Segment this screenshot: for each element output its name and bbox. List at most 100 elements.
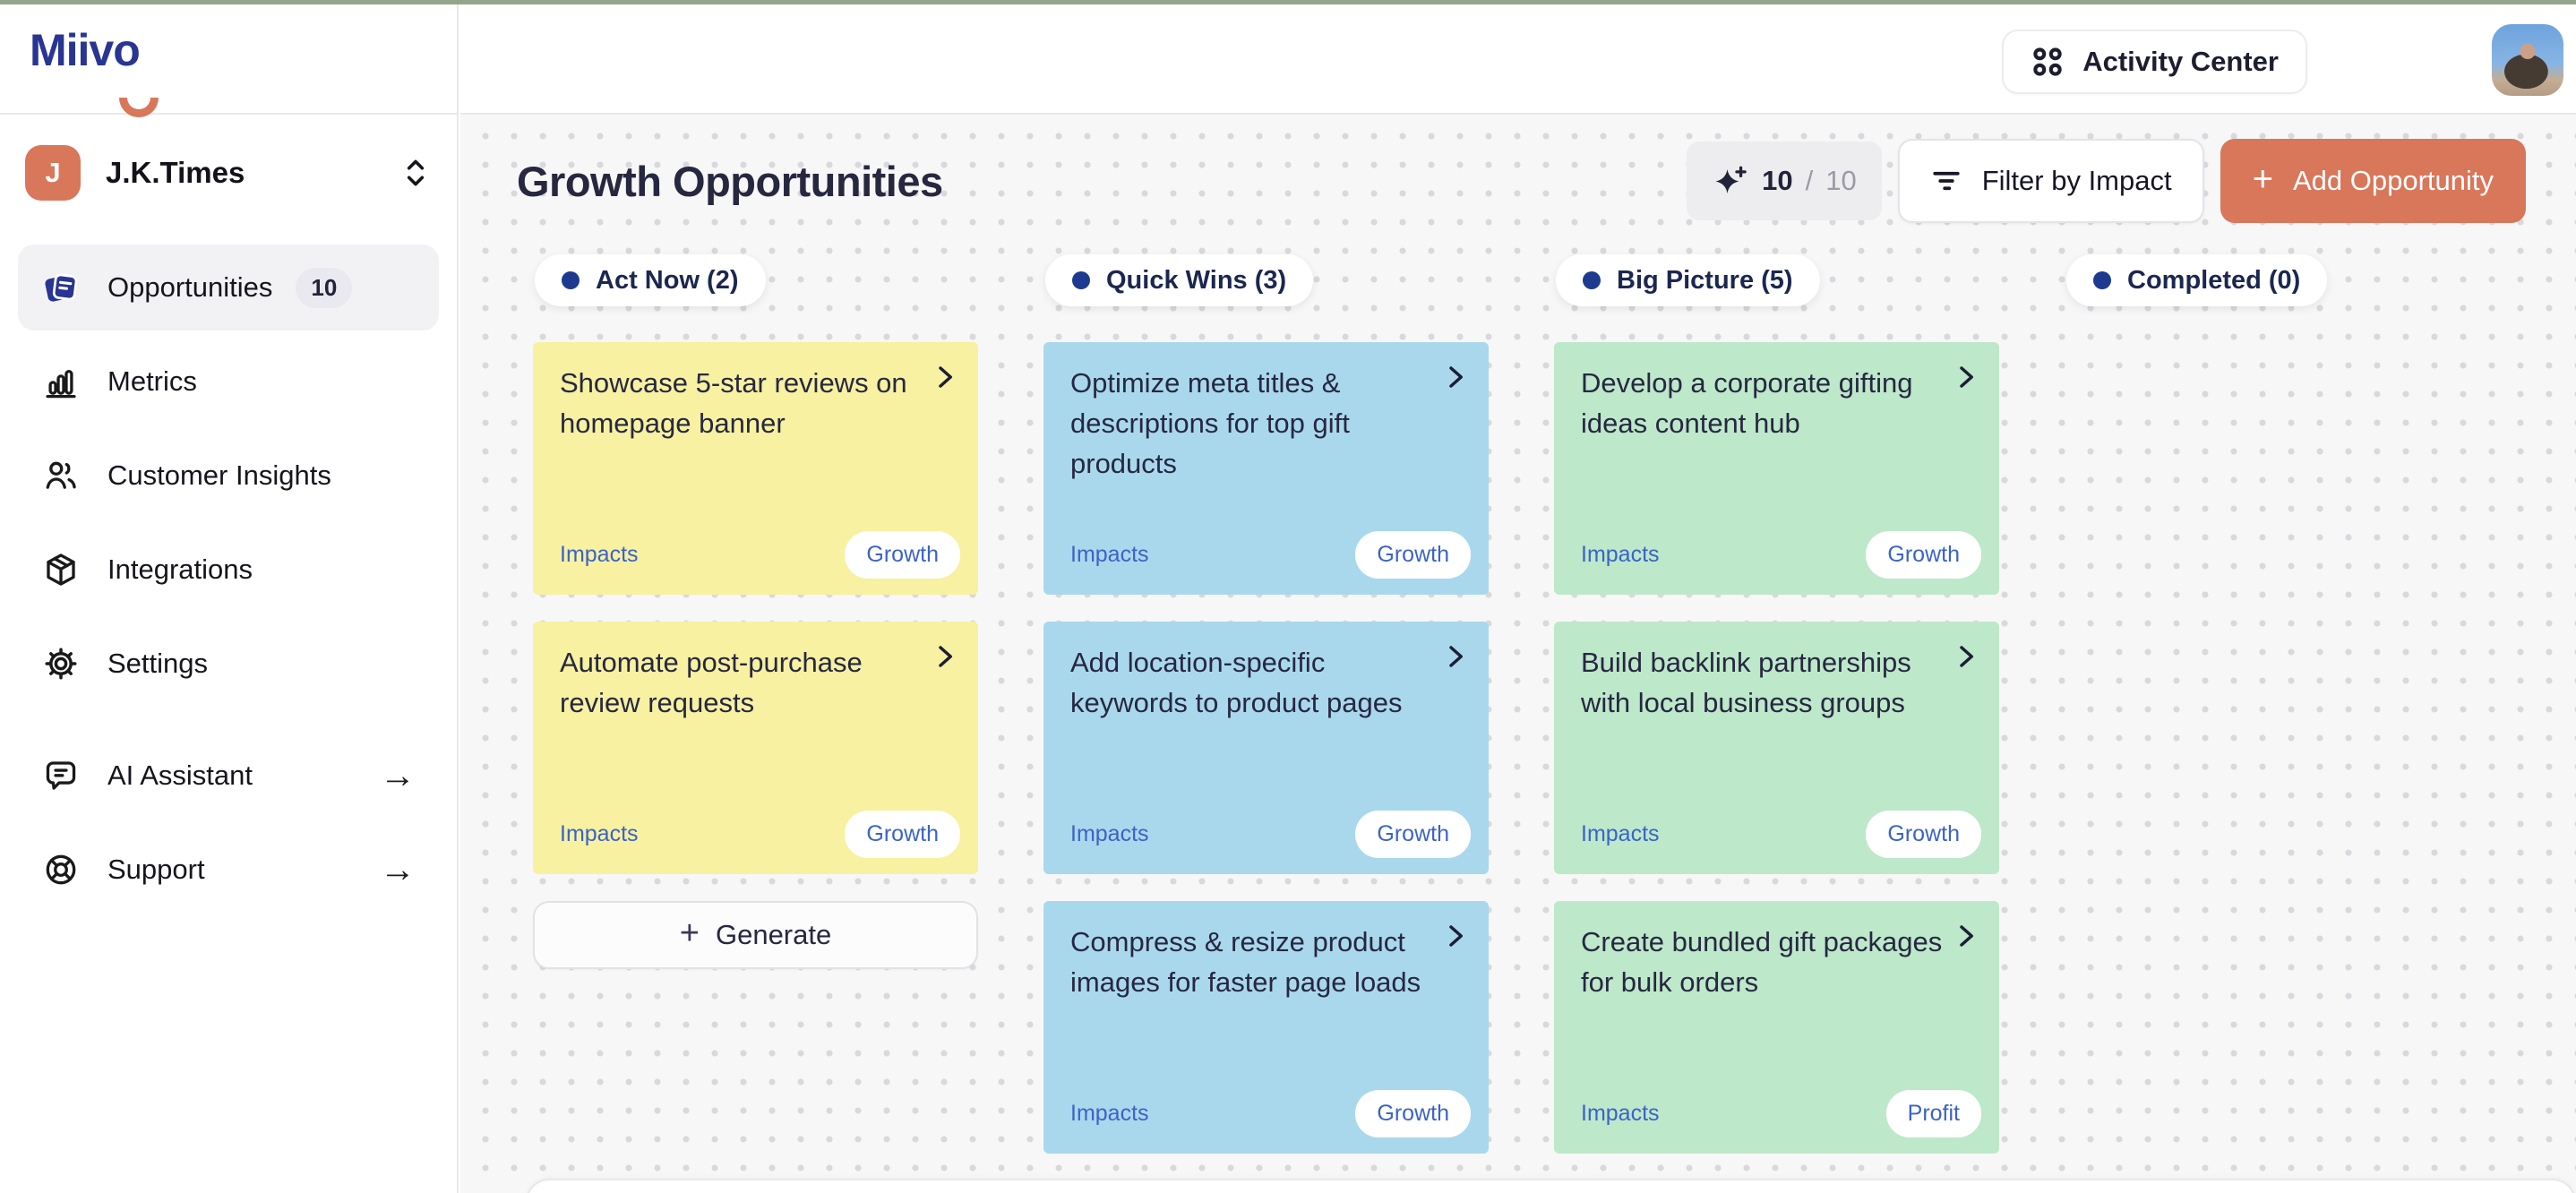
column-quick-wins: Quick Wins (3) Optimize meta titles & de…	[1043, 254, 1489, 1154]
opportunity-card[interactable]: Develop a corporate gifting ideas conten…	[1554, 342, 1999, 595]
chevron-right-icon[interactable]	[1953, 364, 1979, 391]
opportunity-card[interactable]: Add location-specific keywords to produc…	[1043, 622, 1489, 874]
activity-grid-icon	[2031, 45, 2065, 79]
sidebar-item-settings[interactable]: Settings	[18, 632, 439, 695]
column-dot-icon	[2093, 271, 2111, 289]
user-avatar: J	[25, 145, 81, 201]
column-dot-icon	[562, 271, 580, 289]
sidebar-item-opportunities[interactable]: Opportunities 10	[18, 245, 439, 330]
impact-chip: Growth	[845, 531, 960, 579]
column-header: Quick Wins (3)	[1045, 254, 1314, 306]
impact-chip: Growth	[845, 811, 960, 858]
column-title: Completed (0)	[2127, 265, 2301, 295]
sidebar-item-support[interactable]: Support →	[18, 838, 439, 901]
sidebar: Miivo J J.K.Times	[0, 4, 459, 1193]
sidebar-item-customer-insights[interactable]: Customer Insights	[18, 444, 439, 507]
topbar: Activity Center	[460, 4, 2576, 115]
package-icon	[41, 550, 81, 589]
opportunity-counter: 10 / 10	[1687, 142, 1882, 220]
plus-icon: +	[679, 914, 700, 952]
card-title: Showcase 5-star reviews on homepage bann…	[560, 367, 907, 439]
card-footer: Impacts Growth	[1070, 811, 1471, 858]
chevron-right-icon[interactable]	[1442, 923, 1469, 949]
logo-area: Miivo	[0, 4, 457, 117]
sidebar-item-label: Settings	[107, 648, 209, 679]
impacts-label: Impacts	[560, 821, 639, 846]
column-completed: Completed (0)	[2065, 254, 2510, 1154]
card-title: Add location-specific keywords to produc…	[1070, 647, 1403, 718]
column-dot-icon	[1583, 271, 1601, 289]
add-button-label: Add Opportunity	[2292, 165, 2494, 196]
opportunity-cards-icon	[41, 268, 81, 307]
user-profile-avatar[interactable]	[2492, 24, 2563, 96]
sidebar-nav: Opportunities 10 Metrics	[18, 245, 439, 726]
logo-text: Miivo	[30, 25, 141, 75]
impacts-label: Impacts	[1581, 542, 1660, 567]
kanban-board: Act Now (2) Showcase 5-star reviews on h…	[533, 254, 2510, 1154]
chevron-up-down-icon[interactable]	[401, 154, 430, 192]
sidebar-item-label: Customer Insights	[107, 459, 331, 491]
sidebar-item-label: Integrations	[107, 554, 253, 585]
sidebar-item-label: Support	[107, 854, 205, 885]
user-name: J.K.Times	[106, 156, 245, 189]
impacts-label: Impacts	[1070, 542, 1149, 567]
board-toolbar: Growth Opportunities 10 / 10	[517, 138, 2526, 224]
column-cards: Showcase 5-star reviews on homepage bann…	[533, 342, 978, 969]
sidebar-item-metrics[interactable]: Metrics	[18, 350, 439, 413]
logo-smile-shape	[119, 98, 159, 117]
card-footer: Impacts Growth	[1070, 1090, 1471, 1137]
opportunities-count-badge: 10	[296, 267, 353, 308]
filter-by-impact-button[interactable]: Filter by Impact	[1897, 139, 2204, 223]
column-cards: Optimize meta titles & descriptions for …	[1043, 342, 1489, 1154]
card-footer: Impacts Growth	[1070, 531, 1471, 579]
bottom-panel[interactable]	[526, 1179, 2576, 1193]
workspace-switcher[interactable]: J J.K.Times	[25, 143, 430, 202]
arrow-right-icon: →	[380, 756, 416, 795]
gear-icon	[41, 644, 81, 683]
main-content: Growth Opportunities 10 / 10	[460, 115, 2576, 1193]
card-title: Optimize meta titles & descriptions for …	[1070, 367, 1350, 479]
sidebar-item-ai-assistant[interactable]: AI Assistant →	[18, 744, 439, 807]
column-big-picture: Big Picture (5) Develop a corporate gift…	[1554, 254, 1999, 1154]
card-title: Automate post-purchase review requests	[560, 647, 863, 718]
impact-chip: Growth	[1866, 811, 1981, 858]
opportunity-card[interactable]: Showcase 5-star reviews on homepage bann…	[533, 342, 978, 595]
filter-icon	[1930, 165, 1962, 197]
impact-chip: Growth	[1355, 811, 1471, 858]
opportunity-card[interactable]: Compress & resize product images for fas…	[1043, 901, 1489, 1154]
chevron-right-icon[interactable]	[1442, 643, 1469, 670]
opportunity-card[interactable]: Build backlink partnerships with local b…	[1554, 622, 1999, 874]
opportunity-card[interactable]: Optimize meta titles & descriptions for …	[1043, 342, 1489, 595]
card-title: Build backlink partnerships with local b…	[1581, 647, 1911, 718]
impact-chip: Growth	[1866, 531, 1981, 579]
impacts-label: Impacts	[1581, 821, 1660, 846]
add-opportunity-button[interactable]: + Add Opportunity	[2220, 139, 2526, 223]
chevron-right-icon[interactable]	[1953, 923, 1979, 949]
sparkles-icon	[1712, 162, 1749, 200]
chevron-right-icon[interactable]	[932, 643, 958, 670]
column-header: Act Now (2)	[535, 254, 766, 306]
column-header: Big Picture (5)	[1556, 254, 1820, 306]
impacts-label: Impacts	[560, 542, 639, 567]
generate-button[interactable]: + Generate	[533, 901, 978, 969]
card-footer: Impacts Growth	[560, 811, 960, 858]
opportunity-card[interactable]: Automate post-purchase review requests I…	[533, 622, 978, 874]
chevron-right-icon[interactable]	[1953, 643, 1979, 670]
sidebar-item-integrations[interactable]: Integrations	[18, 538, 439, 601]
column-title: Big Picture (5)	[1617, 265, 1793, 295]
counter-total: 10	[1825, 165, 1857, 196]
card-title: Develop a corporate gifting ideas conten…	[1581, 367, 1913, 439]
sidebar-footer-nav: AI Assistant → Support →	[18, 744, 439, 932]
activity-center-button[interactable]: Activity Center	[2002, 30, 2307, 94]
card-footer: Impacts Growth	[1581, 531, 1981, 579]
sidebar-item-label: Opportunities	[107, 271, 273, 303]
opportunity-card[interactable]: Create bundled gift packages for bulk or…	[1554, 901, 1999, 1154]
app-logo[interactable]: Miivo	[30, 24, 159, 117]
impact-chip: Growth	[1355, 531, 1471, 579]
chevron-right-icon[interactable]	[932, 364, 958, 391]
impacts-label: Impacts	[1070, 821, 1149, 846]
top-accent-strip	[0, 0, 2576, 4]
counter-current: 10	[1762, 165, 1793, 196]
column-act-now: Act Now (2) Showcase 5-star reviews on h…	[533, 254, 978, 1154]
chevron-right-icon[interactable]	[1442, 364, 1469, 391]
